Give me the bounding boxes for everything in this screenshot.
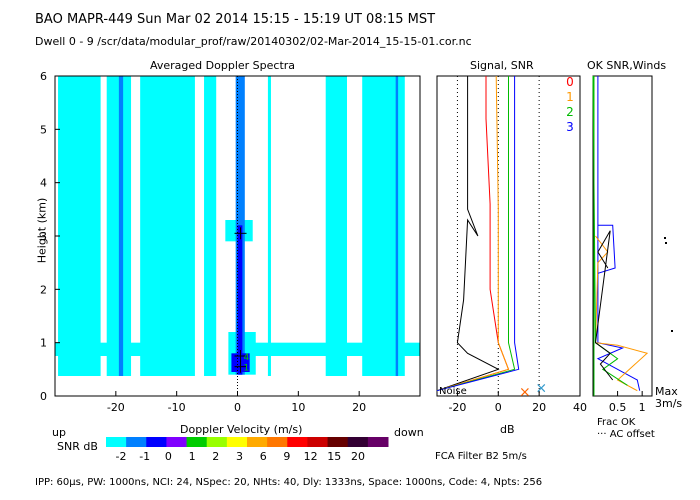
winds-legend-0: 0 xyxy=(566,75,574,89)
snr-xtick-label-1: 0 xyxy=(495,401,502,414)
spectra-title: Averaged Doppler Spectra xyxy=(150,59,296,72)
snr-xtick-label-3: 40 xyxy=(573,401,587,414)
colorbar-swatch-9 xyxy=(287,437,308,447)
ac-offset-note: ··· AC offset xyxy=(597,429,655,440)
filter-label: FCA Filter B2 5m/s xyxy=(435,451,527,462)
winds-series-orange xyxy=(594,235,649,392)
snr-series-blue xyxy=(436,76,520,392)
colorbar-down-label: down xyxy=(394,426,424,439)
spectra-cyan-band-3 xyxy=(204,76,217,376)
colorbar-tick-6: 6 xyxy=(260,450,267,463)
winds-xtick-label-1: 1 xyxy=(639,401,646,414)
winds-series-black xyxy=(594,230,614,381)
colorbar-swatch-5 xyxy=(206,437,228,447)
colorbar-swatch-0 xyxy=(106,437,127,447)
signal-snr-panel: × ×-20 0 20 40 xyxy=(436,75,587,414)
colorbar-swatch-3 xyxy=(166,437,188,447)
winds-frame xyxy=(592,75,653,397)
spectra-boundary-layer-left xyxy=(55,342,192,356)
spectra-cyan-band-6 xyxy=(362,76,405,376)
wind-speed-dot-1 xyxy=(665,242,667,244)
winds-series-blue xyxy=(596,76,641,391)
spectra-ytick-label-2: 2 xyxy=(40,283,47,296)
spectra-ytick-label-6: 6 xyxy=(40,70,47,83)
colorbar-tick-8: 12 xyxy=(304,450,318,463)
spectra-cyan-band-5 xyxy=(325,76,347,376)
spectra-ytick-label-5: 5 xyxy=(40,123,47,136)
noise-label: Noise xyxy=(439,386,467,397)
footer-params: IPP: 60µs, PW: 1000ns, NCI: 24, NSpec: 2… xyxy=(35,477,543,488)
winds-legend-2: 2 xyxy=(566,105,574,119)
snr-x-marker-1: × xyxy=(535,381,547,397)
colorbar-up-label: up xyxy=(52,426,66,439)
winds-title: OK SNR,Winds xyxy=(587,59,667,72)
colorbar-tick-9: 15 xyxy=(327,450,341,463)
colorbar-swatch-8 xyxy=(267,437,288,447)
colorbar-swatch-7 xyxy=(247,437,268,447)
snr-x-marker-0: × xyxy=(519,384,531,400)
winds-legend-3: 3 xyxy=(566,120,574,134)
spectra-xtick-label-2: 0 xyxy=(234,401,241,414)
colorbar-swatch-13 xyxy=(367,437,389,447)
colorbar-swatch-10 xyxy=(307,437,329,447)
spectra-ytick-label-1: 1 xyxy=(40,337,47,350)
colorbar-swatch-11 xyxy=(327,437,349,447)
wind-marker-label-2: 4 xyxy=(244,353,250,363)
snr-series-orange xyxy=(436,75,510,392)
colorbar-tick-7: 9 xyxy=(283,450,290,463)
spectra-blue-streak-right xyxy=(395,76,399,376)
winds-xtick-label-0: 0.5 xyxy=(609,401,627,414)
colorbar-swatch-1 xyxy=(126,437,147,447)
snr-x-label: dB xyxy=(500,423,515,436)
winds-legend-1: 1 xyxy=(566,90,574,104)
spectra-cyan-band-0 xyxy=(58,76,101,376)
y-axis-label: Height (km) xyxy=(35,197,49,264)
snr-colorbar: -2 -1 0 1 2 3 6 9 12 15 20 xyxy=(106,437,389,463)
spectra-cyan-band-4 xyxy=(267,76,271,376)
header-title: BAO MAPR-449 Sun Mar 02 2014 15:15 - 15:… xyxy=(35,12,436,27)
colorbar-tick-10: 20 xyxy=(351,450,365,463)
colorbar-swatch-6 xyxy=(226,437,248,447)
snr-xtick-label-0: -20 xyxy=(448,401,466,414)
frac-ok-label: Frac OK xyxy=(597,417,636,428)
x-axis-label: Doppler Velocity (m/s) xyxy=(180,423,303,436)
spectra-xtick-label-4: 20 xyxy=(352,401,366,414)
spectra-xtick-label-1: -10 xyxy=(168,401,186,414)
max-value: 3m/s xyxy=(655,397,683,410)
spectra-ytick-label-3: 3 xyxy=(40,230,47,243)
colorbar-swatch-2 xyxy=(146,437,167,447)
snr-series-black xyxy=(436,76,500,392)
spectra-cyan-band-2 xyxy=(140,76,195,376)
max-label: Max xyxy=(655,385,678,398)
colorbar-swatch-4 xyxy=(186,437,208,447)
snr-series-green xyxy=(436,76,516,392)
colorbar-swatch-12 xyxy=(347,437,369,447)
spectra-boundary-layer-right xyxy=(246,342,420,356)
colorbar-title: SNR dB xyxy=(57,440,98,453)
snr-title: Signal, SNR xyxy=(470,59,534,72)
snr-xtick-label-2: 20 xyxy=(532,401,546,414)
snr-series-red xyxy=(436,76,510,392)
colorbar-tick-0: -2 xyxy=(116,450,127,463)
wind-speed-dot-0 xyxy=(664,237,666,239)
spectra-center-peak xyxy=(237,225,243,375)
spectra-ytick-label-4: 4 xyxy=(40,177,47,190)
colorbar-tick-4: 2 xyxy=(212,450,219,463)
colorbar-tick-2: 0 xyxy=(165,450,172,463)
header-dwell-path: Dwell 0 - 9 /scr/data/modular_prof/raw/2… xyxy=(35,35,472,48)
wind-speed-dot-2 xyxy=(671,330,673,332)
colorbar-tick-3: 1 xyxy=(189,450,196,463)
colorbar-tick-1: -1 xyxy=(139,450,150,463)
colorbar-tick-5: 3 xyxy=(236,450,243,463)
spectra-xtick-label-3: 10 xyxy=(291,401,305,414)
spectra-xtick-label-0: -20 xyxy=(107,401,125,414)
spectra-blue-streak-left xyxy=(118,76,124,376)
wind-marker-label-1: 1 xyxy=(244,364,250,374)
winds-series-green xyxy=(592,75,628,386)
spectra-ytick-label-0: 0 xyxy=(40,390,47,403)
